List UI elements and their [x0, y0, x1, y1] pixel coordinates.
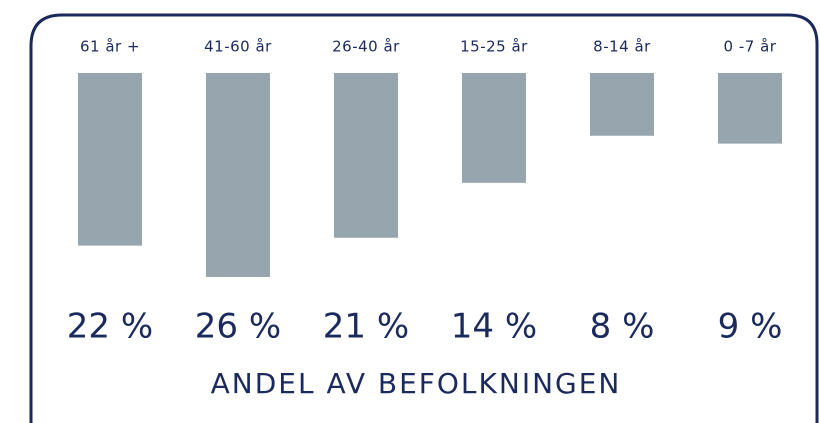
chart-title: ANDEL AV BEFOLKNINGEN	[211, 367, 622, 400]
value-label: 8 %	[590, 307, 655, 347]
bar	[590, 73, 654, 136]
category-label: 41-60 år	[204, 38, 272, 56]
category-label: 61 år +	[80, 38, 140, 56]
frame	[29, 13, 819, 423]
value-label: 22 %	[67, 307, 153, 347]
value-label: 14 %	[451, 307, 537, 347]
value-label: 9 %	[718, 307, 783, 347]
category-label: 0 -7 år	[724, 38, 777, 56]
bar	[462, 73, 526, 183]
value-label: 26 %	[195, 307, 281, 347]
bar	[206, 73, 270, 277]
bar	[78, 73, 142, 246]
bar	[718, 73, 782, 144]
category-label: 26-40 år	[332, 38, 400, 56]
bar	[334, 73, 398, 238]
value-label: 21 %	[323, 307, 409, 347]
category-label: 15-25 år	[460, 38, 528, 56]
category-label: 8-14 år	[593, 38, 651, 56]
